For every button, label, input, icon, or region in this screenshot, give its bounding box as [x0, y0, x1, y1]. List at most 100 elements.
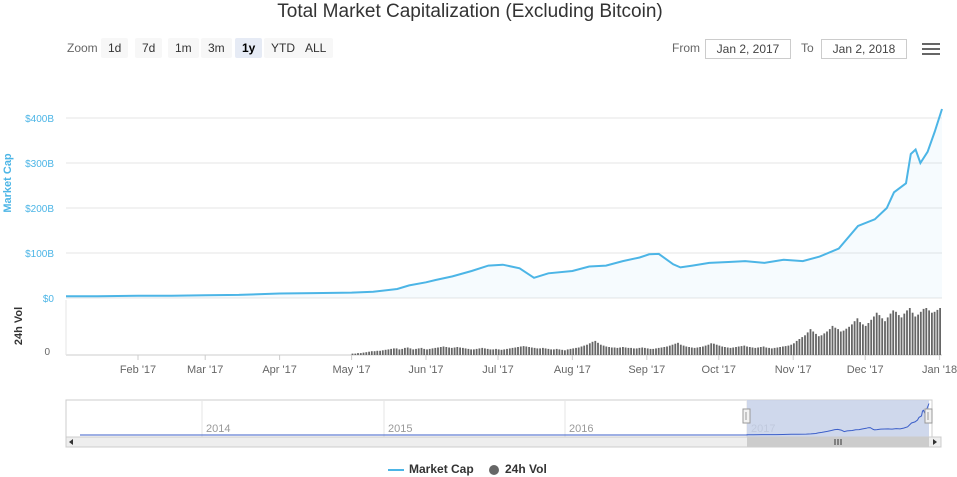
zoom-button-ytd[interactable]: YTD [264, 38, 302, 58]
volume-bar [373, 351, 376, 355]
volume-bar [770, 348, 773, 355]
volume-bar [503, 349, 506, 355]
volume-tick-label: 0 [44, 347, 50, 358]
volume-bar [677, 342, 679, 355]
volume-bar [453, 347, 456, 355]
x-tick-label: Dec '17 [847, 364, 884, 376]
volume-bar [809, 329, 812, 355]
volume-bar [906, 310, 908, 355]
volume-bar [622, 347, 624, 355]
volume-bar [806, 332, 809, 355]
volume-bar [597, 342, 599, 355]
volume-bar [594, 340, 597, 355]
volume-bar [420, 347, 423, 355]
volume-bar [724, 347, 726, 355]
x-tick-label: Nov '17 [775, 364, 812, 376]
legend-market-cap[interactable]: Market Cap [388, 462, 474, 476]
volume-bar [481, 347, 484, 355]
x-tick-label: Jul '17 [482, 364, 513, 376]
y-tick-labels: $0 $100B $200B $300B $400B 0 [25, 114, 54, 358]
volume-bar [699, 347, 701, 355]
zoom-button-7d[interactable]: 7d [135, 38, 163, 58]
volume-bar [707, 344, 710, 355]
volume-bar [884, 321, 886, 355]
volume-bar [495, 348, 497, 355]
volume-bar [633, 348, 635, 355]
volume-bar [547, 348, 550, 355]
y-tick-label: $400B [25, 114, 54, 125]
volume-bar [878, 315, 881, 355]
volume-bar [696, 347, 699, 355]
volume-bar [368, 351, 370, 355]
volume-bar [448, 347, 450, 355]
volume-bar [365, 352, 368, 355]
volume-bar [726, 347, 729, 355]
volume-bar [638, 347, 641, 355]
volume-bar [873, 316, 875, 355]
volume-bar [776, 347, 779, 355]
volume-bar [740, 346, 743, 355]
from-date-input[interactable]: Jan 2, 2017 [705, 39, 791, 59]
navigator: 2014 2015 2016 2017 [65, 399, 942, 448]
volume-bar [787, 345, 790, 355]
volume-bar [815, 333, 817, 356]
volume-bar [553, 349, 555, 355]
to-label: To [801, 41, 814, 55]
volume-bar [715, 344, 718, 355]
volume-bar [426, 349, 428, 355]
zoom-button-1m[interactable]: 1m [168, 38, 199, 58]
volume-bar [928, 310, 930, 355]
zoom-label: Zoom [67, 41, 98, 55]
volume-bar [784, 346, 787, 355]
zoom-button-1d[interactable]: 1d [101, 38, 129, 58]
volume-bar [566, 349, 569, 355]
volume-bar [470, 349, 472, 355]
volume-bar [511, 347, 514, 355]
volume-axis-title: 24h Vol [13, 307, 25, 345]
volume-bar [931, 312, 933, 355]
chart-menu-button[interactable] [922, 41, 940, 57]
volume-bar [536, 348, 539, 355]
volume-bar [558, 349, 561, 355]
volume-bar [748, 347, 751, 355]
legend-volume-label: 24h Vol [505, 462, 547, 476]
x-tick-label: Jan '18 [922, 364, 957, 376]
volume-bar [900, 317, 903, 355]
volume-bar [895, 311, 897, 355]
volume-bar [713, 343, 715, 355]
volume-bar [657, 347, 660, 355]
legend-volume[interactable]: 24h Vol [489, 462, 547, 476]
volume-bars [351, 308, 941, 356]
volume-bar [773, 347, 776, 355]
volume-bar [417, 348, 420, 355]
volume-bar [663, 347, 666, 355]
zoom-button-all[interactable]: ALL [298, 38, 334, 58]
volume-bar [484, 348, 486, 355]
volume-bar [881, 318, 884, 355]
zoom-button-1y[interactable]: 1y [235, 38, 263, 58]
volume-bar [610, 347, 613, 355]
navigator-selection [747, 400, 929, 437]
from-label: From [672, 41, 700, 55]
volume-bar [613, 347, 616, 355]
volume-bar [690, 347, 693, 355]
volume-bar [404, 347, 406, 355]
zoom-button-3m[interactable]: 3m [201, 38, 232, 58]
volume-bar [500, 349, 503, 355]
volume-bar [605, 346, 608, 355]
volume-bar [442, 346, 445, 355]
volume-bar [793, 343, 795, 356]
y-tick-label: $200B [25, 204, 54, 215]
volume-bar [782, 346, 784, 355]
y-tick-label: $300B [25, 159, 54, 170]
volume-bar [646, 348, 649, 355]
volume-bar [828, 329, 831, 355]
volume-bar [450, 347, 453, 355]
navigator-tick-label: 2014 [206, 423, 230, 435]
volume-bar [351, 353, 354, 355]
volume-bar [439, 347, 442, 355]
volume-bar [354, 353, 357, 355]
to-date-input[interactable]: Jan 2, 2018 [821, 39, 907, 59]
volume-bar [575, 347, 577, 355]
